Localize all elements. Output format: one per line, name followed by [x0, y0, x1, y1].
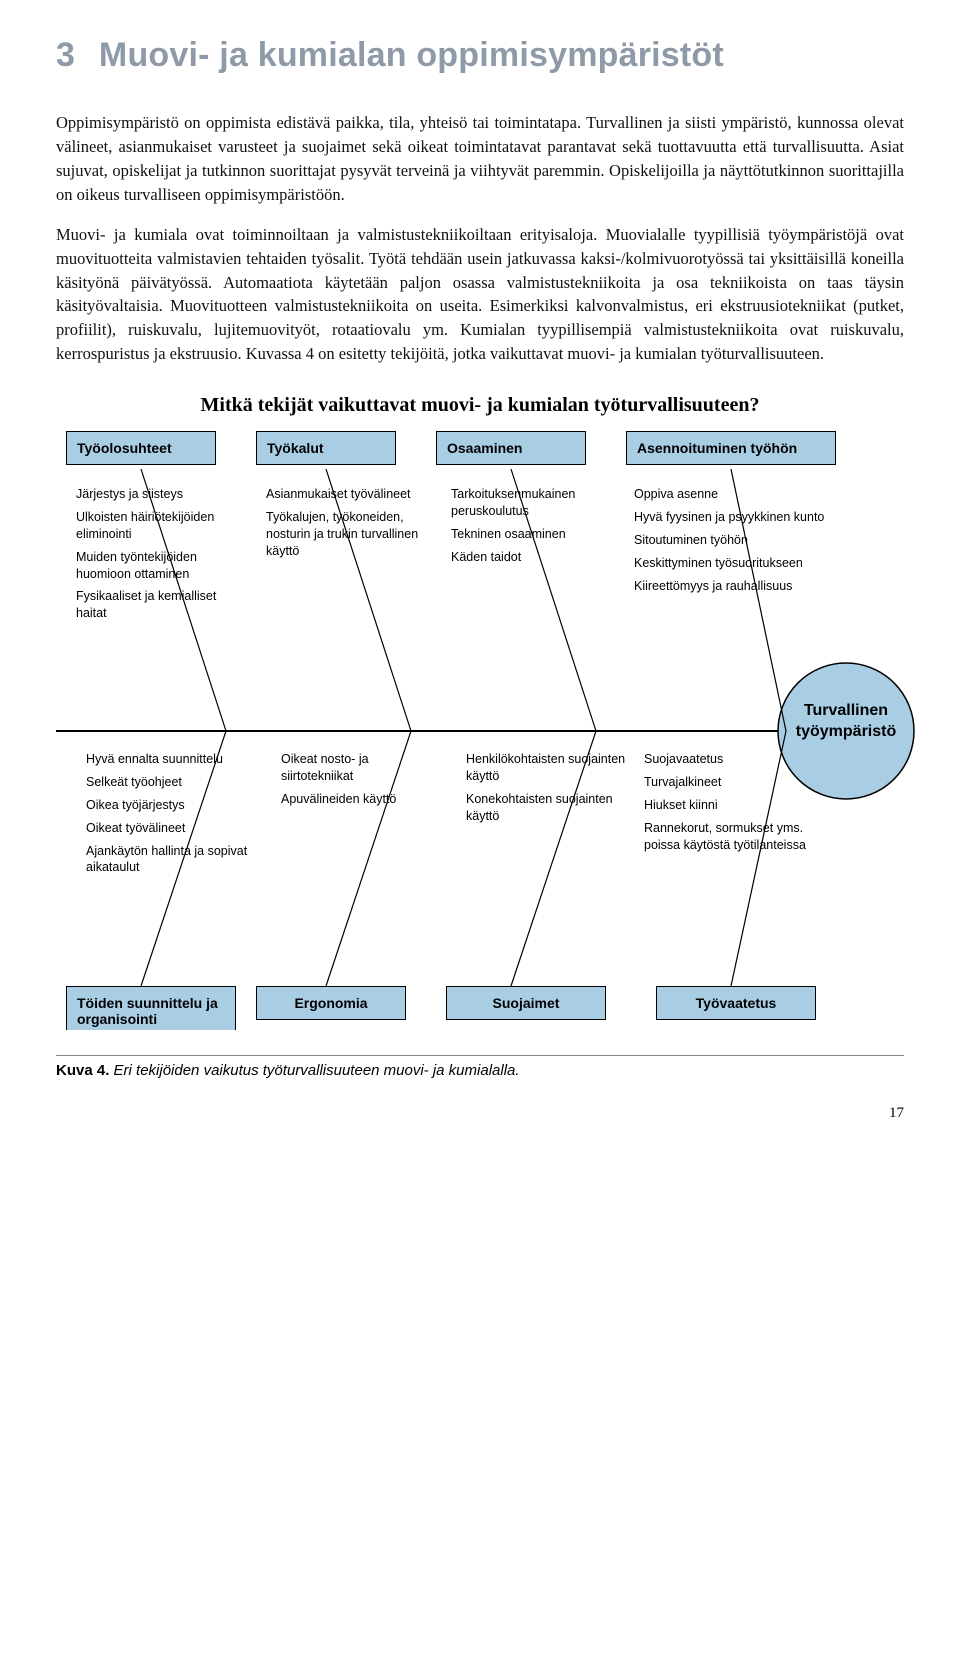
- top-cat-0: Työolosuhteet: [66, 431, 216, 465]
- top-leaves-1: Asianmukaiset työvälineet Työkalujen, ty…: [266, 486, 431, 560]
- fishbone-diagram: Mitkä tekijät vaikuttavat muovi- ja kumi…: [56, 394, 904, 1031]
- top-cat-2: Osaaminen: [436, 431, 586, 465]
- result-label: Turvallinen työympäristö: [786, 701, 906, 743]
- bottom-cat-2: Suojaimet: [446, 986, 606, 1020]
- fishbone-svg: Turvallinen työympäristö Työolosuhteet T…: [56, 431, 916, 1031]
- top-cat-1: Työkalut: [256, 431, 396, 465]
- bottom-cat-3: Työvaatetus: [656, 986, 816, 1020]
- top-leaves-0: Järjestys ja siisteys Ulkoisten häiriöte…: [76, 486, 246, 622]
- caption-text: Eri tekijöiden vaikutus työturvallisuute…: [109, 1062, 519, 1079]
- bottom-leaves-2: Henkilökohtaisten suojainten käyttö Kone…: [466, 751, 626, 825]
- paragraph-1: Oppimisympäristö on oppimista edistävä p…: [56, 111, 904, 207]
- bottom-cat-0: Töiden suunnittelu ja organisointi: [66, 986, 236, 1030]
- bottom-leaves-3: Suojavaatetus Turvajalkineet Hiukset kii…: [644, 751, 834, 853]
- chapter-number: 3: [56, 36, 75, 75]
- diagram-title: Mitkä tekijät vaikuttavat muovi- ja kumi…: [56, 394, 904, 417]
- chapter-title: Muovi- ja kumialan oppimisympäristöt: [99, 36, 724, 75]
- bottom-cat-1: Ergonomia: [256, 986, 406, 1020]
- caption-label: Kuva 4.: [56, 1062, 109, 1079]
- bottom-leaves-1: Oikeat nosto- ja siirtotekniikat Apuväli…: [281, 751, 441, 808]
- bottom-leaves-0: Hyvä ennalta suunnittelu Selkeät työohje…: [86, 751, 266, 876]
- top-leaves-2: Tarkoituksenmukainen peruskoulutus Tekni…: [451, 486, 616, 566]
- paragraph-2: Muovi- ja kumiala ovat toiminnoiltaan ja…: [56, 223, 904, 367]
- top-cat-3: Asennoituminen työhön: [626, 431, 836, 465]
- top-leaves-3: Oppiva asenne Hyvä fyysinen ja psyykkine…: [634, 486, 834, 594]
- page-number: 17: [56, 1105, 904, 1122]
- figure-caption: Kuva 4. Eri tekijöiden vaikutus työturva…: [56, 1055, 904, 1079]
